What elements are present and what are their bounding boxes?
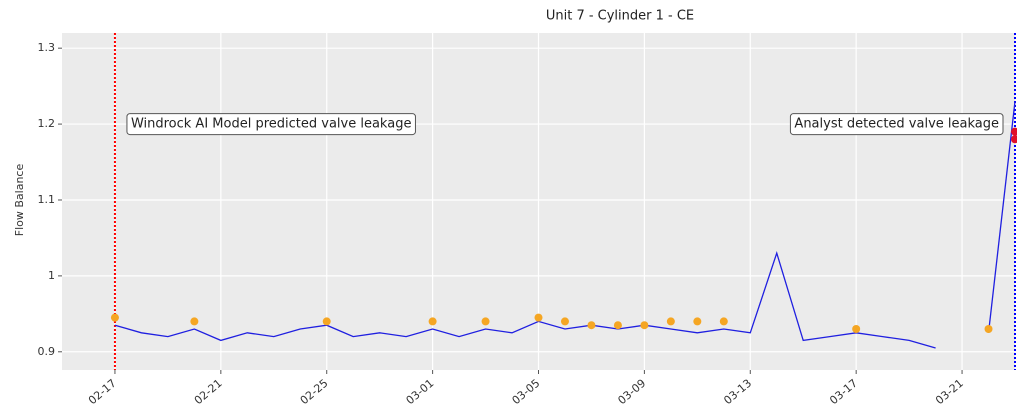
x-tick-label: 03-01 — [404, 377, 437, 408]
series-line — [987, 101, 1016, 333]
anomaly-point — [190, 317, 199, 326]
anomaly-point — [481, 317, 490, 326]
anomaly-point — [666, 317, 675, 326]
y-axis-label: Flow Balance — [13, 164, 26, 237]
annotation-box — [126, 113, 416, 136]
y-tick-label: 1.1 — [38, 193, 56, 206]
annotation-box — [789, 113, 1004, 136]
x-tick-label: 03-13 — [721, 377, 754, 408]
anomaly-point — [322, 317, 331, 326]
anomaly-point — [560, 317, 569, 326]
x-tick-label: 02-17 — [86, 377, 119, 408]
y-tick-label: 1 — [48, 269, 55, 282]
anomaly-point — [984, 325, 993, 334]
anomaly-point — [852, 325, 861, 334]
x-tick-label: 03-05 — [510, 377, 543, 408]
x-tick-label: 03-17 — [827, 377, 860, 408]
anomaly-point — [693, 317, 702, 326]
x-tick-label: 02-25 — [298, 377, 331, 408]
x-tick-label: 03-21 — [933, 377, 966, 408]
y-tick-label: 0.9 — [38, 345, 56, 358]
annotation-text: Analyst detected valve leakage — [794, 117, 999, 132]
y-tick-label: 1.2 — [38, 117, 56, 130]
annotation: Windrock AI Model predicted valve leakag… — [126, 113, 416, 136]
anomaly-point — [1011, 127, 1017, 136]
anomaly-point — [587, 321, 596, 330]
x-tick-label: 03-09 — [615, 377, 648, 408]
anomaly-point — [1011, 135, 1017, 144]
anomaly-point — [719, 317, 728, 326]
series-line — [114, 250, 936, 349]
anomaly-point — [110, 313, 119, 322]
y-tick-label: 1.3 — [38, 41, 56, 54]
anomaly-point — [613, 321, 622, 330]
chart-title: Unit 7 - Cylinder 1 - CE — [546, 9, 694, 24]
annotation: Analyst detected valve leakage — [789, 113, 1004, 136]
annotation-text: Windrock AI Model predicted valve leakag… — [131, 117, 412, 132]
anomaly-point — [534, 313, 543, 322]
anomaly-point — [640, 321, 649, 330]
x-tick-label: 02-21 — [192, 377, 225, 408]
anomaly-point — [428, 317, 437, 326]
